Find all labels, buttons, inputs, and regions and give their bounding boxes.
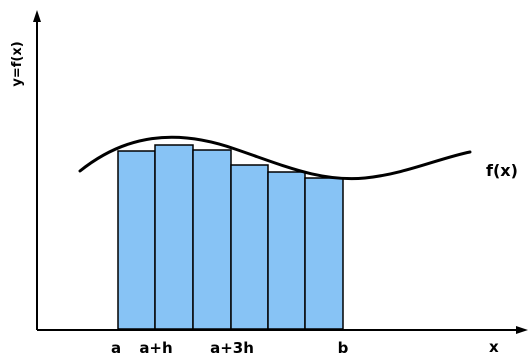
x-tick-b: b: [338, 339, 349, 355]
curve-label: f(x): [486, 161, 518, 180]
rectangle-2: [154, 144, 194, 330]
rectangle-3: [192, 149, 232, 330]
x-axis-label: x: [489, 338, 499, 355]
y-axis-label: y=f(x): [10, 41, 25, 86]
rectangle-6: [304, 177, 344, 330]
x-axis-arrow: [516, 326, 528, 334]
x-tick-a-plus-h: a+h: [139, 339, 172, 355]
function-curve: [78, 135, 472, 181]
x-tick-a-plus-3h: a+3h: [210, 339, 254, 355]
rectangle-5: [267, 171, 306, 330]
rectangle-4: [230, 164, 269, 330]
x-tick-labels: a a+h a+3h b: [111, 339, 349, 355]
rectangle-1: [117, 150, 156, 330]
riemann-rectangles: [117, 144, 344, 330]
x-tick-a: a: [111, 339, 121, 355]
y-axis-arrow: [33, 10, 41, 22]
